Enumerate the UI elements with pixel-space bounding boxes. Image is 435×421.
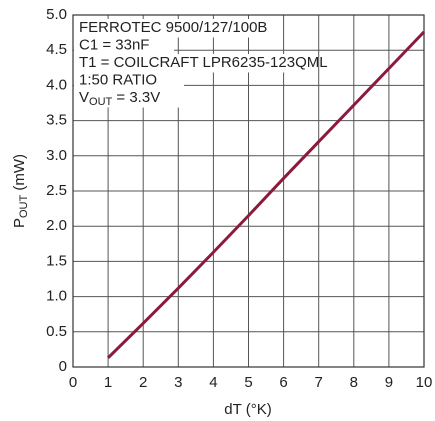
y-tick-label: 1.0 [46, 288, 67, 305]
x-tick-label: 4 [209, 374, 217, 391]
annotation-main: V [79, 89, 89, 106]
x-tick-label: 0 [69, 374, 77, 391]
x-axis-label: dT (°K) [224, 401, 271, 418]
y-tick-label: 4.0 [46, 76, 67, 93]
y-tick-label: 0 [59, 358, 67, 375]
y-label-main: P [11, 218, 28, 228]
y-tick-label: 2.0 [46, 217, 67, 234]
annotation: T1 = COILCRAFT LPR6235-123QML [79, 54, 328, 71]
annotation: C1 = 33nF [79, 36, 149, 53]
annotation: FERROTEC 9500/127/100B [79, 19, 267, 36]
y-tick-label: 0.5 [46, 323, 67, 340]
x-tick-label: 6 [279, 374, 287, 391]
x-tick-label: 10 [416, 374, 433, 391]
x-tick-label: 2 [139, 374, 147, 391]
y-label-unit: (mW) [11, 154, 28, 195]
annotation-bg [74, 71, 184, 90]
x-tick-label: 5 [244, 374, 252, 391]
x-tick-label: 9 [385, 374, 393, 391]
y-tick-label: 1.5 [46, 252, 67, 269]
annotation: 1:50 RATIO [79, 71, 157, 88]
x-tick-label: 8 [350, 374, 358, 391]
y-tick-label: 3.5 [46, 112, 67, 129]
annotation-bg [74, 54, 292, 73]
y-tick-label: 2.5 [46, 182, 67, 199]
x-tick-label: 7 [315, 374, 323, 391]
y-axis-label: POUT (mW) [11, 154, 30, 228]
annotation-sub: OUT [89, 96, 113, 108]
y-tick-label: 3.0 [46, 147, 67, 164]
plot-frame [72, 14, 425, 368]
annotation-bg [74, 19, 282, 38]
data-line [107, 30, 426, 359]
annotation-rest: = 3.3V [112, 89, 160, 106]
y-tick-label: 5.0 [46, 6, 67, 23]
annotation-bg [74, 36, 174, 55]
annotation-bg [74, 89, 194, 108]
y-tick-label: 4.5 [46, 41, 67, 58]
x-tick-label: 1 [104, 374, 112, 391]
x-tick-label: 3 [174, 374, 182, 391]
y-label-sub: OUT [18, 195, 30, 219]
annotation: VOUT = 3.3V [79, 89, 160, 108]
